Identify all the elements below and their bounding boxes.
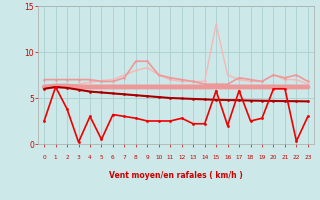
X-axis label: Vent moyen/en rafales ( km/h ): Vent moyen/en rafales ( km/h ) — [109, 171, 243, 180]
